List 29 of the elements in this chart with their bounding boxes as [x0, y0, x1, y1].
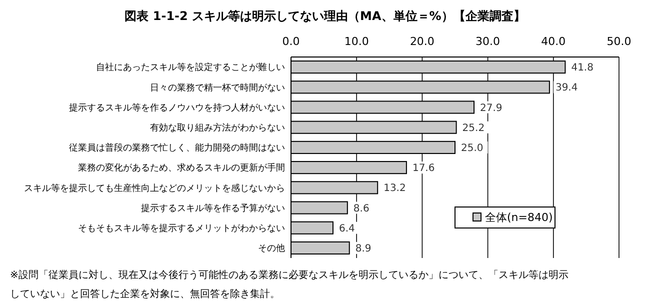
- data-label: 6.4: [338, 223, 355, 234]
- y-tick-label: 従業員は普段の業務で忙しく、能力開発の時間はない: [69, 142, 285, 154]
- y-tick-label: 業務の変化があるため、求めるスキルの更新が手間: [78, 162, 285, 174]
- data-label: 8.6: [353, 203, 370, 214]
- x-tick-label: 30.0: [476, 35, 500, 48]
- data-label: 25.0: [461, 142, 484, 154]
- y-tick-label: 提示するスキル等を作る予算がない: [141, 202, 285, 214]
- x-tick-label: 40.0: [541, 35, 566, 48]
- chart-title: 図表 1-1-2 スキル等は明示してない理由（MA、単位＝%）【企業調査】: [124, 9, 526, 23]
- y-tick-label: 有効な取り組み方法がわからない: [150, 122, 285, 134]
- x-tick-label: 20.0: [410, 35, 434, 48]
- data-label: 13.2: [384, 183, 406, 194]
- y-tick-label: 日々の業務で精一杯で時間がない: [150, 82, 285, 94]
- data-label: 41.8: [571, 62, 594, 74]
- data-label: 39.4: [555, 82, 578, 94]
- y-tick-label: その他: [258, 243, 285, 254]
- data-label: 27.9: [480, 102, 502, 114]
- data-label: 8.9: [355, 243, 372, 254]
- y-tick-label: そもそもスキル等を提示するメリットがわからない: [78, 223, 285, 234]
- x-tick-label: 10.0: [344, 35, 369, 48]
- data-label: 17.6: [412, 163, 435, 174]
- x-tick-label: 50.0: [606, 35, 632, 48]
- x-tick-label: 0.0: [282, 35, 300, 48]
- y-tick-label: 自社にあったスキル等を設定することが難しい: [96, 62, 285, 74]
- data-label: 25.2: [462, 122, 485, 134]
- y-tick-label: スキル等を提示しても生産性向上などのメリットを感じないから: [24, 182, 285, 194]
- legend-label: 全体(n=840): [485, 210, 553, 224]
- text: ※設問「従業員に対し、現在又は今後行う可能性のある業務に必要なスキルを明示しているか」について、「スキル等は明示していない」と回答した企業を対象に、無回答を除き集計。: [10, 269, 568, 300]
- y-tick-label: 提示するスキル等を作るノウハウを持つ人材がいない: [69, 102, 285, 114]
